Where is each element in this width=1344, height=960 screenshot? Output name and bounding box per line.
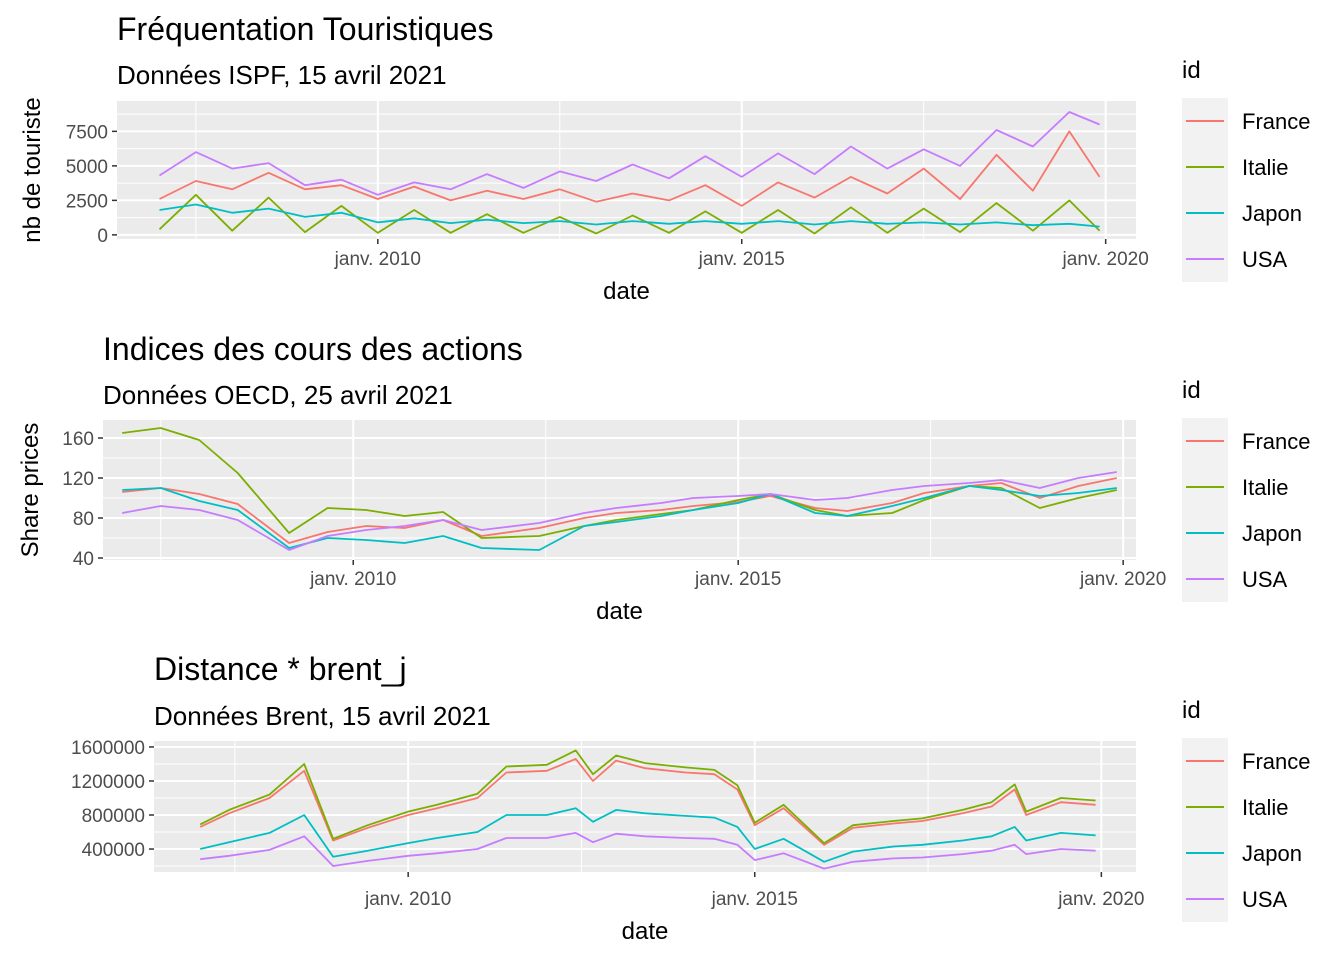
x-tick-label: janv. 2020	[1057, 889, 1144, 910]
plot-background	[103, 420, 1136, 560]
x-tick-label: janv. 2015	[698, 249, 785, 270]
legend-label: Italie	[1242, 475, 1288, 500]
x-tick-label: janv. 2020	[1062, 249, 1149, 270]
legend: id France Italie Japon USA	[1182, 377, 1310, 602]
chart-panel-3: Distance * brent_j Données Brent, 15 avri…	[71, 651, 1310, 945]
x-axis-title: date	[603, 278, 650, 305]
y-tick-label: 1600000	[71, 738, 145, 759]
legend-label: Italie	[1242, 155, 1288, 180]
x-tick-label: janv. 2010	[364, 889, 451, 910]
y-tick-label: 400000	[82, 840, 145, 861]
y-tick-label: 7500	[66, 122, 108, 143]
chart-panel-2: Indices des cours des actions Données OEC…	[17, 331, 1310, 625]
legend-title: id	[1182, 377, 1201, 404]
legend-title: id	[1182, 697, 1201, 724]
y-axis-title: Share prices	[17, 423, 44, 558]
x-axis-title: date	[596, 598, 643, 625]
x-axis-title: date	[622, 918, 669, 945]
legend-label: USA	[1242, 567, 1288, 592]
chart-subtitle: Données OECD, 25 avril 2021	[103, 380, 453, 410]
chart-title: Distance * brent_j	[154, 651, 407, 687]
x-tick-label: janv. 2010	[334, 249, 421, 270]
legend: id France Italie Japon USA	[1182, 697, 1310, 922]
x-tick-label: janv. 2010	[309, 569, 396, 590]
legend-label: Japon	[1242, 841, 1302, 866]
x-tick-label: janv. 2015	[694, 569, 781, 590]
legend-label: USA	[1242, 247, 1288, 272]
legend-label: France	[1242, 429, 1310, 454]
chart-subtitle: Données ISPF, 15 avril 2021	[117, 60, 447, 90]
y-tick-label: 1200000	[71, 772, 145, 793]
y-tick-label: 0	[97, 226, 108, 247]
chart-title: Fréquentation Touristiques	[117, 11, 494, 47]
series-line-usa	[200, 832, 1096, 870]
y-tick-label: 40	[73, 549, 94, 570]
series-line-italie	[199, 749, 1096, 844]
series-line-japon	[159, 203, 1100, 228]
chart-title: Indices des cours des actions	[103, 331, 523, 367]
legend-label: France	[1242, 109, 1310, 134]
series-line-usa	[122, 471, 1117, 551]
legend-label: USA	[1242, 887, 1288, 912]
y-tick-label: 80	[73, 509, 94, 530]
legend-title: id	[1182, 57, 1201, 84]
legend: id France Italie Japon USA	[1182, 57, 1310, 282]
x-tick-label: janv. 2020	[1079, 569, 1166, 590]
chart-panel-1: Fréquentation Touristiques Données ISPF, …	[19, 11, 1310, 305]
legend-label: Italie	[1242, 795, 1288, 820]
legend-label: Japon	[1242, 521, 1302, 546]
y-tick-label: 120	[62, 469, 94, 490]
series-line-japon	[199, 807, 1096, 863]
y-axis-title: nb de touriste	[19, 97, 46, 242]
series-line-japon	[122, 485, 1117, 551]
y-tick-label: 2500	[66, 191, 108, 212]
x-tick-label: janv. 2015	[711, 889, 798, 910]
series-line-france	[199, 758, 1096, 846]
y-tick-label: 800000	[82, 806, 145, 827]
y-tick-label: 160	[62, 429, 94, 450]
series-line-france	[159, 130, 1101, 207]
legend-label: France	[1242, 749, 1310, 774]
legend-label: Japon	[1242, 201, 1302, 226]
series-line-usa	[159, 111, 1100, 196]
chart-subtitle: Données Brent, 15 avril 2021	[154, 701, 491, 731]
y-tick-label: 5000	[66, 157, 108, 178]
